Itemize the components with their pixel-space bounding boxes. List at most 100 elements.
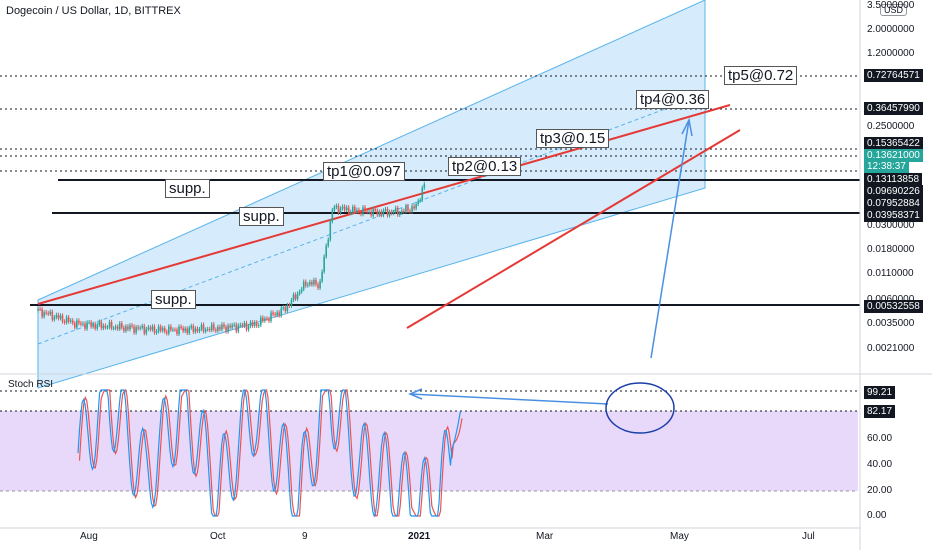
candle-body [180,326,182,328]
candle-body [417,200,419,205]
candle-body [210,324,213,331]
price-label-supp2: 0.03958371 [864,209,923,222]
current-price-label: 0.13621000 [864,149,923,162]
candle-body [92,324,94,327]
candle-body [333,207,336,211]
candle-body [96,324,99,329]
price-label-tp4: 0.36457990 [864,102,923,115]
candle-body [241,324,244,326]
candle-body [61,315,64,322]
candle-body [65,317,68,323]
candle-body [235,324,238,332]
candle-body [290,300,293,306]
candle-body [80,323,82,325]
price-tick: 0.2500000 [867,121,915,132]
target-label-tp5[interactable]: tp5@0.72 [724,66,798,85]
candle-body [123,327,125,331]
rsi-tick: 40.00 [867,459,893,470]
currency-badge[interactable]: USD [880,4,908,16]
date-tick: 9 [302,531,308,542]
chart-title: Dogecoin / US Dollar, 1D, BITTREX [6,5,181,17]
candle-body [161,328,164,331]
candle-body [331,210,334,222]
candle-body [157,326,160,332]
target-label-tp2[interactable]: tp2@0.13 [448,157,522,176]
candle-body [298,291,301,294]
candle-body [280,308,283,316]
candle-body [288,305,291,307]
candle-body [286,305,289,311]
candle-body [37,308,39,311]
candle-body [311,281,313,285]
candle-body [386,209,389,216]
candle-body [366,211,368,213]
candle-body [239,324,242,326]
candle-body [143,326,146,334]
rsi-title: Stoch RSI [8,379,54,390]
candle-body [376,210,379,215]
candle-body [339,208,342,213]
date-tick: 2021 [408,531,431,542]
candle-body [71,320,74,324]
candle-body [116,326,119,330]
candle-body [325,245,328,257]
candle-body [341,206,344,209]
candle-body [127,326,129,330]
candle-body [168,326,170,334]
candle-body [100,321,103,329]
price-tick: 2.0000000 [867,24,915,35]
candle-body [329,221,332,240]
candle-body [186,328,189,334]
candle-body [49,311,52,314]
support-label[interactable]: supp. [165,179,210,198]
candle-body [407,206,409,211]
rsi-tick: 60.00 [867,433,893,444]
candle-body [394,207,397,212]
candle-body [137,327,139,329]
candle-body [114,326,117,329]
candle-body [372,208,375,216]
candle-body [327,239,330,246]
price-label-2: 0.07952884 [864,197,923,210]
candle-body [59,315,62,319]
candle-body [335,205,338,208]
candle-body [194,328,197,332]
support-label[interactable]: supp. [239,207,284,226]
support-label[interactable]: supp. [151,290,196,309]
candle-body [145,329,148,334]
candle-body [304,281,307,286]
candle-body [212,324,215,330]
stoch-rsi-k-line [77,389,462,518]
candle-body [370,211,372,216]
candle-body [184,328,186,332]
stoch-rsi-band [0,411,858,491]
ascending-channel [37,0,706,389]
candle-body [300,289,303,292]
candle-body [315,279,317,285]
price-tick: 0.0180000 [867,244,915,255]
candle-body [178,326,180,334]
target-label-tp4[interactable]: tp4@0.36 [636,90,710,109]
candle-body [278,312,280,316]
price-tick: 0.0060000 [867,294,914,305]
candle-body [69,320,72,322]
candle-body [139,327,141,329]
rsi-label-99: 99.21 [864,386,896,399]
candle-body [356,209,358,212]
candle-body [403,210,405,212]
candle-body [354,206,356,212]
target-label-tp1[interactable]: tp1@0.097 [323,162,405,181]
candle-body [106,327,109,329]
candle-body [165,331,168,334]
rsi-highlight-circle [605,382,675,434]
candle-body [39,308,41,310]
candle-body [419,200,422,202]
price-tick: 0.0021000 [867,343,915,354]
candle-body [163,328,166,332]
lower-trendline [406,129,741,329]
candle-body [98,321,101,325]
target-label-tp3[interactable]: tp3@0.15 [536,129,610,148]
date-tick: Jul [802,531,815,542]
price-tick: 3.5000000 [867,0,915,11]
candle-body [198,329,201,332]
